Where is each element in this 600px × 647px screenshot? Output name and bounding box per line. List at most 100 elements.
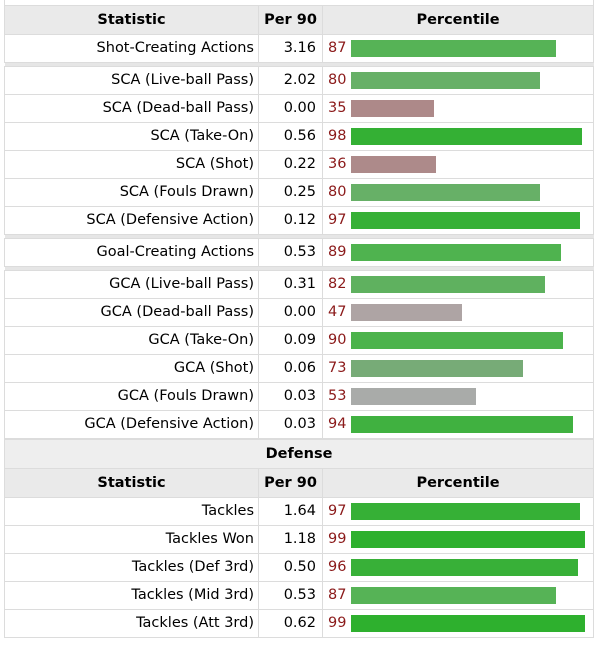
table-row: Tackles 1.64 97	[4, 497, 595, 526]
percentile-cell: 80	[321, 178, 595, 207]
percentile-cell: 80	[321, 66, 595, 95]
table-row: Tackles (Att 3rd) 0.62 99	[4, 609, 595, 638]
percentile-value: 47	[328, 304, 347, 320]
stat-name: GCA (Take-On)	[4, 326, 259, 355]
header-statistic[interactable]: Statistic	[4, 468, 259, 498]
per90-value: 1.18	[258, 525, 323, 554]
per90-value: 0.03	[258, 382, 323, 411]
percentile-value: 35	[328, 100, 347, 116]
percentile-cell: 47	[321, 298, 595, 327]
percentile-bar	[351, 388, 476, 405]
table-row: GCA (Fouls Drawn) 0.03 53	[4, 382, 595, 411]
per90-value: 0.53	[258, 581, 323, 610]
stat-name: SCA (Fouls Drawn)	[4, 178, 259, 207]
defense-body: Tackles 1.64 97 Tackles Won 1.18 99 Tackles (D…	[4, 497, 595, 638]
percentile-value: 99	[328, 531, 347, 547]
percentile-value: 89	[328, 244, 347, 260]
percentile-bar	[351, 40, 556, 57]
per90-value: 0.53	[258, 238, 323, 267]
stat-name: Tackles	[4, 497, 259, 526]
stat-name: SCA (Defensive Action)	[4, 206, 259, 235]
per90-value: 0.31	[258, 270, 323, 299]
stat-name: Goal-Creating Actions	[4, 238, 259, 267]
header-row: Statistic Per 90 Percentile	[4, 5, 595, 35]
percentile-value: 90	[328, 332, 347, 348]
percentile-value: 80	[328, 184, 347, 200]
section-title-defense: Defense	[3, 439, 595, 469]
defense-table: Defense Statistic Per 90 Percentile Tack…	[3, 439, 595, 638]
per90-value: 0.00	[258, 298, 323, 327]
header-statistic[interactable]: Statistic	[4, 5, 259, 35]
percentile-value: 96	[328, 559, 347, 575]
stat-name: SCA (Dead-ball Pass)	[4, 94, 259, 123]
header-row: Statistic Per 90 Percentile	[4, 468, 595, 498]
table-row: Tackles Won 1.18 99	[4, 525, 595, 554]
per90-value: 0.12	[258, 206, 323, 235]
percentile-bar	[351, 244, 561, 261]
percentile-value: 53	[328, 388, 347, 404]
per90-value: 0.56	[258, 122, 323, 151]
percentile-bar	[351, 503, 580, 520]
stat-name: Tackles (Att 3rd)	[4, 609, 259, 638]
stat-name: SCA (Live-ball Pass)	[4, 66, 259, 95]
table-row: SCA (Dead-ball Pass) 0.00 35	[4, 94, 595, 123]
percentile-value: 36	[328, 156, 347, 172]
stat-name: Shot-Creating Actions	[4, 34, 259, 63]
percentile-cell: 96	[321, 553, 595, 582]
header-per90[interactable]: Per 90	[258, 468, 323, 498]
percentile-cell: 82	[321, 270, 595, 299]
percentile-bar	[351, 212, 580, 229]
per90-value: 0.22	[258, 150, 323, 179]
percentile-value: 94	[328, 416, 347, 432]
percentile-value: 87	[328, 587, 347, 603]
table-row: GCA (Live-ball Pass) 0.31 82	[4, 270, 595, 299]
table-row: SCA (Take-On) 0.56 98	[4, 122, 595, 151]
sca-gca-table: Statistic Per 90 Percentile Shot-Creatin…	[3, 0, 595, 439]
table-row: GCA (Take-On) 0.09 90	[4, 326, 595, 355]
percentile-bar	[351, 531, 585, 548]
header-per90[interactable]: Per 90	[258, 5, 323, 35]
per90-value: 1.64	[258, 497, 323, 526]
percentile-value: 97	[328, 212, 347, 228]
per90-value: 0.25	[258, 178, 323, 207]
table-row: GCA (Defensive Action) 0.03 94	[4, 410, 595, 439]
table-row: Shot-Creating Actions 3.16 87	[4, 34, 595, 63]
per90-value: 0.50	[258, 553, 323, 582]
per90-value: 0.00	[258, 94, 323, 123]
sca-gca-body: Shot-Creating Actions 3.16 87 SCA (Live-bal…	[4, 34, 595, 439]
percentile-cell: 90	[321, 326, 595, 355]
table-row: Goal-Creating Actions 0.53 89	[4, 238, 595, 267]
percentile-value: 80	[328, 72, 347, 88]
percentile-cell: 98	[321, 122, 595, 151]
percentile-bar	[351, 156, 436, 173]
percentile-cell: 35	[321, 94, 595, 123]
percentile-value: 97	[328, 503, 347, 519]
percentile-cell: 87	[321, 34, 595, 63]
table-row: SCA (Fouls Drawn) 0.25 80	[4, 178, 595, 207]
table-row: SCA (Defensive Action) 0.12 97	[4, 206, 595, 235]
percentile-cell: 73	[321, 354, 595, 383]
header-percentile[interactable]: Percentile	[321, 468, 595, 498]
percentile-cell: 99	[321, 609, 595, 638]
per90-value: 2.02	[258, 66, 323, 95]
table-row: SCA (Live-ball Pass) 2.02 80	[4, 66, 595, 95]
stat-name: Tackles (Mid 3rd)	[4, 581, 259, 610]
percentile-bar	[351, 587, 556, 604]
per90-value: 0.09	[258, 326, 323, 355]
stat-name: Tackles (Def 3rd)	[4, 553, 259, 582]
section-row: Defense	[3, 439, 595, 469]
percentile-bar	[351, 128, 582, 145]
scouting-report: Statistic Per 90 Percentile Shot-Creatin…	[3, 0, 595, 638]
percentile-cell: 99	[321, 525, 595, 554]
stat-name: SCA (Take-On)	[4, 122, 259, 151]
percentile-bar	[351, 72, 540, 89]
table-row: GCA (Shot) 0.06 73	[4, 354, 595, 383]
percentile-cell: 87	[321, 581, 595, 610]
percentile-cell: 89	[321, 238, 595, 267]
percentile-bar	[351, 276, 545, 293]
percentile-bar	[351, 360, 523, 377]
percentile-cell: 53	[321, 382, 595, 411]
table-row: Tackles (Mid 3rd) 0.53 87	[4, 581, 595, 610]
percentile-bar	[351, 332, 563, 349]
header-percentile[interactable]: Percentile	[321, 5, 595, 35]
